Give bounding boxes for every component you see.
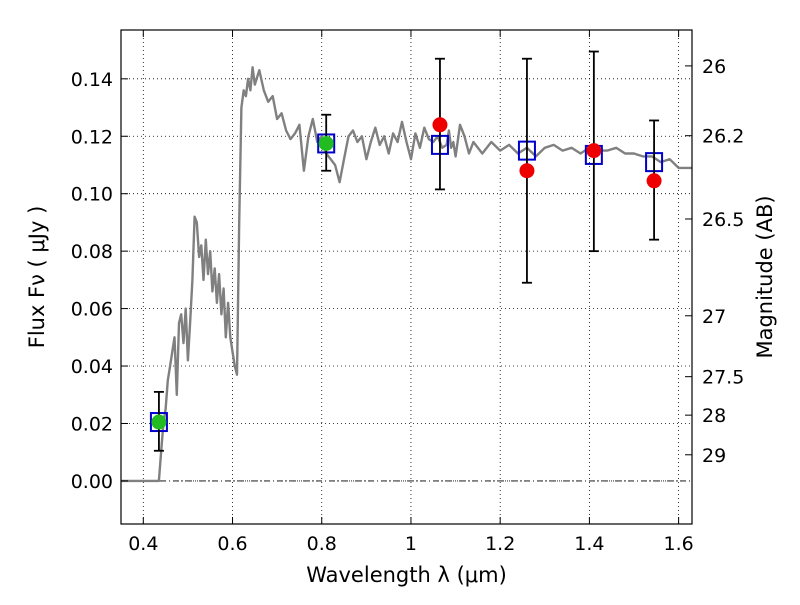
plot-frame: [120, 29, 693, 525]
green-data-point: [151, 414, 167, 430]
y-tick-label: 0.04: [71, 356, 113, 378]
right-tick-label: 27: [702, 306, 726, 328]
x-tick-label: 0.6: [217, 533, 247, 555]
y-tick-label: 0.10: [71, 184, 113, 206]
model-spectrum-line: [121, 66, 692, 483]
green-data-point: [318, 135, 334, 151]
x-tick-label: 1.2: [485, 533, 515, 555]
y-tick-label: 0.12: [71, 126, 113, 148]
right-axis-label: Magnitude (AB): [753, 195, 777, 358]
red-data-point: [586, 143, 602, 159]
y-tick-label: 0.14: [71, 69, 113, 91]
axis-layer: 0.4 0.6 0.8 1 1.2 1.4 1.6 0.00 0.02 0.04 0.06 0.08 0…: [71, 30, 744, 555]
right-tick-label: 26: [702, 56, 726, 78]
y-tick-label: 0.00: [71, 471, 113, 493]
right-tick-label: 27.5: [702, 367, 744, 389]
right-tick-label: 29: [702, 445, 726, 467]
x-tick-label: 1.4: [574, 533, 604, 555]
red-data-point: [519, 163, 535, 179]
x-tick-label: 1: [405, 533, 417, 555]
y-tick-label: 0.02: [71, 413, 113, 435]
red-data-point: [646, 173, 662, 189]
x-tick-label: 0.4: [128, 533, 158, 555]
y-tick-label: 0.08: [71, 241, 113, 263]
x-tick-label: 0.8: [307, 533, 337, 555]
data-layer: [121, 50, 692, 483]
grid-layer: [121, 30, 692, 524]
right-tick-label: 26.5: [702, 209, 744, 231]
right-tick-label: 28: [702, 405, 726, 427]
right-tick-label: 26.2: [702, 126, 744, 148]
x-tick-label: 1.6: [664, 533, 694, 555]
y-axis-label: Flux Fν ( μJy ): [25, 206, 49, 349]
red-data-point: [432, 117, 448, 133]
y-tick-label: 0.06: [71, 299, 113, 321]
x-axis-label: Wavelength λ (μm): [306, 563, 507, 587]
